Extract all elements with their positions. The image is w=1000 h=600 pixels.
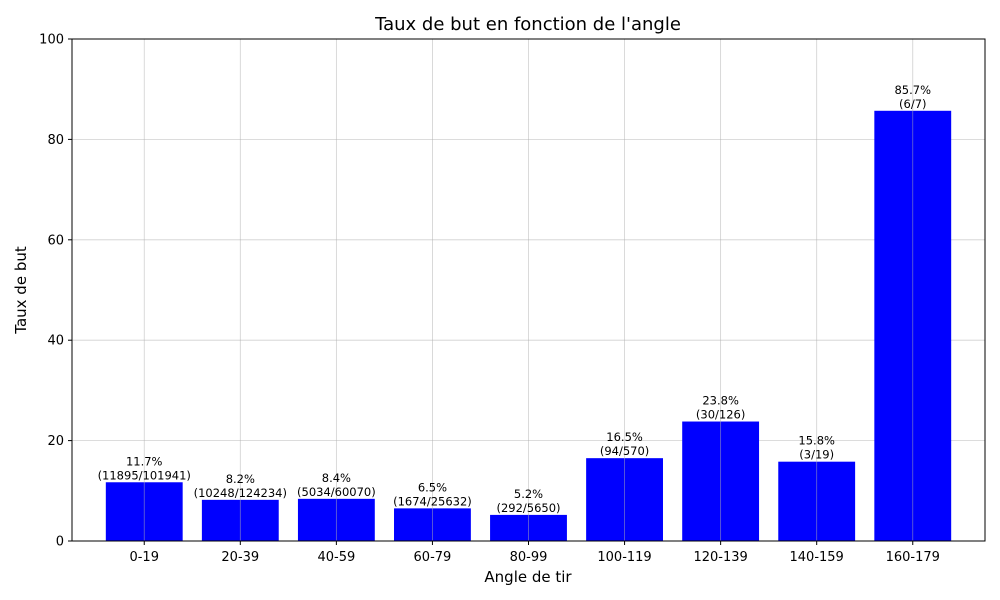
y-tick-label: 80 <box>47 133 64 148</box>
x-tick-label: 140-159 <box>790 550 844 565</box>
data-label-count: (292/5650) <box>496 501 560 515</box>
x-tick-label: 100-119 <box>597 550 651 565</box>
data-label-percent: 6.5% <box>418 480 447 494</box>
data-label-percent: 5.2% <box>514 487 543 501</box>
data-label-count: (94/570) <box>600 444 649 458</box>
data-label-count: (30/126) <box>696 408 745 422</box>
x-tick-label: 160-179 <box>886 550 940 565</box>
x-axis-label: Angle de tir <box>484 568 572 586</box>
data-label-count: (1674/25632) <box>393 494 472 508</box>
data-label-count: (11895/101941) <box>98 468 191 482</box>
data-label-count: (5034/60070) <box>297 485 376 499</box>
data-label-count: (6/7) <box>899 97 926 111</box>
x-axis-ticks: 0-19 20-39 40-59 60-79 80-99 100-119 120-139 14… <box>129 541 940 565</box>
x-tick-label: 40-59 <box>317 550 355 565</box>
x-tick-label: 60-79 <box>414 550 452 565</box>
data-label-percent: 8.4% <box>322 471 351 485</box>
y-tick-label: 40 <box>47 334 64 349</box>
x-tick-label: 80-99 <box>510 550 548 565</box>
data-label-percent: 85.7% <box>894 83 931 97</box>
x-tick-label: 120-139 <box>693 550 747 565</box>
data-label-percent: 15.8% <box>798 434 835 448</box>
y-axis-label: Taux de but <box>12 246 30 335</box>
y-tick-label: 0 <box>56 535 64 550</box>
data-label-count: (3/19) <box>799 448 834 462</box>
data-label-percent: 8.2% <box>226 472 255 486</box>
y-axis-ticks: 0 20 40 60 80 100 <box>39 33 72 550</box>
chart-title: Taux de but en fonction de l'angle <box>374 14 681 35</box>
data-label-percent: 23.8% <box>702 394 739 408</box>
y-tick-label: 60 <box>47 233 64 248</box>
data-label-percent: 11.7% <box>126 454 163 468</box>
data-label-percent: 16.5% <box>606 430 643 444</box>
x-tick-label: 0-19 <box>129 550 159 565</box>
y-tick-label: 20 <box>47 434 64 449</box>
data-label-count: (10248/124234) <box>194 486 287 500</box>
x-tick-label: 20-39 <box>221 550 259 565</box>
y-tick-label: 100 <box>39 33 64 48</box>
plot-frame <box>71 38 986 542</box>
grid-vertical <box>143 39 914 541</box>
data-labels: 11.7%(11895/101941) 8.2%(10248/124234) 8.4… <box>98 83 932 515</box>
